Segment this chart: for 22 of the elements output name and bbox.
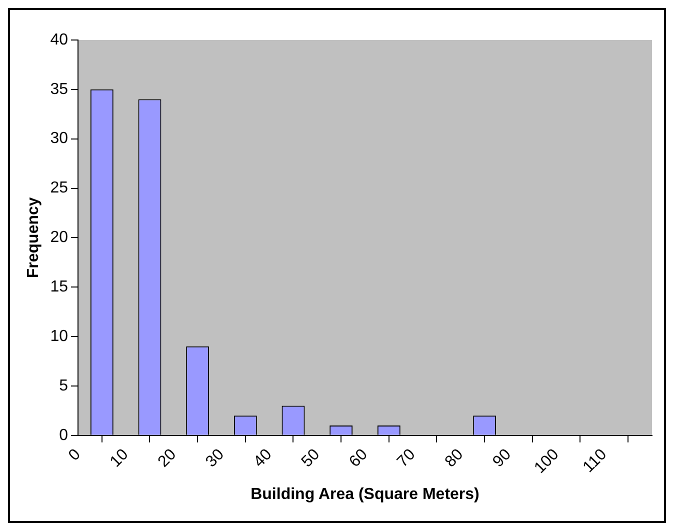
y-tick-label: 15 (50, 278, 68, 296)
x-tick-label: 40 (250, 446, 276, 471)
y-axis-title: Frequency (25, 197, 42, 278)
y-tick-label: 30 (50, 130, 68, 148)
y-tick-label: 20 (50, 229, 68, 246)
x-tick-label: 50 (298, 446, 324, 471)
x-axis-title: Building Area (Square Meters) (250, 486, 480, 503)
y-tick-label: 0 (59, 426, 68, 444)
y-tick-label: 25 (50, 180, 68, 197)
x-tick-label: 80 (442, 446, 467, 471)
x-tick-label: 100 (531, 446, 562, 477)
y-tick-label: 5 (59, 377, 68, 394)
x-tick-label: 110 (580, 446, 610, 476)
x-tick-label: 90 (490, 446, 515, 471)
x-tick-label: 20 (155, 446, 180, 471)
y-tick-label: 10 (50, 328, 68, 345)
x-tick-label: 60 (346, 446, 372, 471)
x-tick-label: 30 (202, 446, 228, 471)
y-tick-label: 35 (50, 80, 68, 98)
y-tick-label: 40 (50, 31, 68, 48)
x-tick-label: 70 (394, 446, 419, 471)
x-tick-label: 10 (107, 446, 132, 471)
